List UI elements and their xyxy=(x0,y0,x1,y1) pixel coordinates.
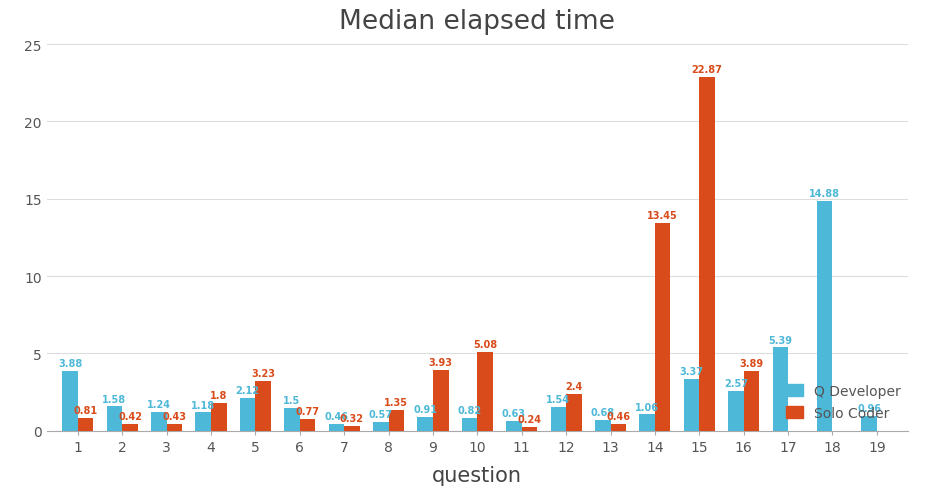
Bar xyxy=(861,416,877,431)
Text: 2.12: 2.12 xyxy=(236,385,259,395)
Bar xyxy=(151,412,167,431)
Text: 1.18: 1.18 xyxy=(191,400,215,410)
Text: 1.06: 1.06 xyxy=(636,402,659,412)
Text: 0.43: 0.43 xyxy=(163,411,186,421)
Bar xyxy=(78,418,94,431)
Text: 5.08: 5.08 xyxy=(473,340,497,350)
Bar xyxy=(433,370,448,431)
Text: 3.93: 3.93 xyxy=(429,357,453,367)
Text: 2.57: 2.57 xyxy=(724,378,748,388)
Text: 0.68: 0.68 xyxy=(591,408,615,418)
Text: 1.35: 1.35 xyxy=(385,397,408,407)
Bar xyxy=(521,427,537,431)
Text: 3.88: 3.88 xyxy=(58,358,82,368)
Bar xyxy=(329,424,344,431)
Bar xyxy=(285,408,300,431)
Text: 0.32: 0.32 xyxy=(340,413,364,423)
Bar xyxy=(772,348,788,431)
Bar xyxy=(610,424,626,431)
Bar xyxy=(107,406,123,431)
Text: 3.37: 3.37 xyxy=(680,366,704,376)
Bar xyxy=(167,424,183,431)
Bar xyxy=(373,422,388,431)
Bar xyxy=(728,391,744,431)
Bar xyxy=(506,421,521,431)
Text: 0.24: 0.24 xyxy=(518,414,542,424)
Bar xyxy=(240,398,256,431)
Bar xyxy=(256,381,271,431)
Text: 3.23: 3.23 xyxy=(251,368,275,378)
Text: 0.57: 0.57 xyxy=(369,409,393,419)
Text: 0.91: 0.91 xyxy=(413,404,437,414)
Bar xyxy=(744,371,759,431)
Bar xyxy=(655,223,670,431)
Text: 0.46: 0.46 xyxy=(607,411,630,421)
Bar xyxy=(344,426,359,431)
Bar xyxy=(211,403,227,431)
Bar xyxy=(477,353,493,431)
Text: 0.82: 0.82 xyxy=(458,405,482,415)
Bar xyxy=(595,420,610,431)
Bar xyxy=(388,410,404,431)
Text: 5.39: 5.39 xyxy=(768,335,792,345)
Bar xyxy=(684,379,699,431)
Text: 0.96: 0.96 xyxy=(857,403,881,413)
Text: 22.87: 22.87 xyxy=(692,65,723,75)
Legend: Q Developer, Solo Coder: Q Developer, Solo Coder xyxy=(786,384,901,420)
Bar xyxy=(550,407,566,431)
Text: 1.8: 1.8 xyxy=(210,390,227,400)
X-axis label: question: question xyxy=(432,465,522,485)
Text: 14.88: 14.88 xyxy=(810,188,841,198)
Text: 1.24: 1.24 xyxy=(147,399,171,409)
Text: 0.63: 0.63 xyxy=(502,408,526,418)
Text: 13.45: 13.45 xyxy=(648,210,678,220)
Bar xyxy=(817,201,832,431)
Text: 3.89: 3.89 xyxy=(739,358,764,368)
Bar xyxy=(196,413,211,431)
Text: 1.58: 1.58 xyxy=(102,394,126,404)
Bar xyxy=(63,371,78,431)
Text: 0.42: 0.42 xyxy=(118,412,142,422)
Bar xyxy=(123,424,138,431)
Text: 1.54: 1.54 xyxy=(547,394,570,404)
Text: 0.77: 0.77 xyxy=(296,406,319,416)
Bar xyxy=(300,419,315,431)
Bar xyxy=(566,394,581,431)
Bar xyxy=(699,78,715,431)
Bar xyxy=(461,418,477,431)
Title: Median elapsed time: Median elapsed time xyxy=(340,9,615,35)
Text: 2.4: 2.4 xyxy=(565,381,582,391)
Bar xyxy=(639,414,655,431)
Bar xyxy=(417,417,433,431)
Text: 0.46: 0.46 xyxy=(325,411,348,421)
Text: 0.81: 0.81 xyxy=(74,406,97,416)
Text: 1.5: 1.5 xyxy=(284,395,300,405)
